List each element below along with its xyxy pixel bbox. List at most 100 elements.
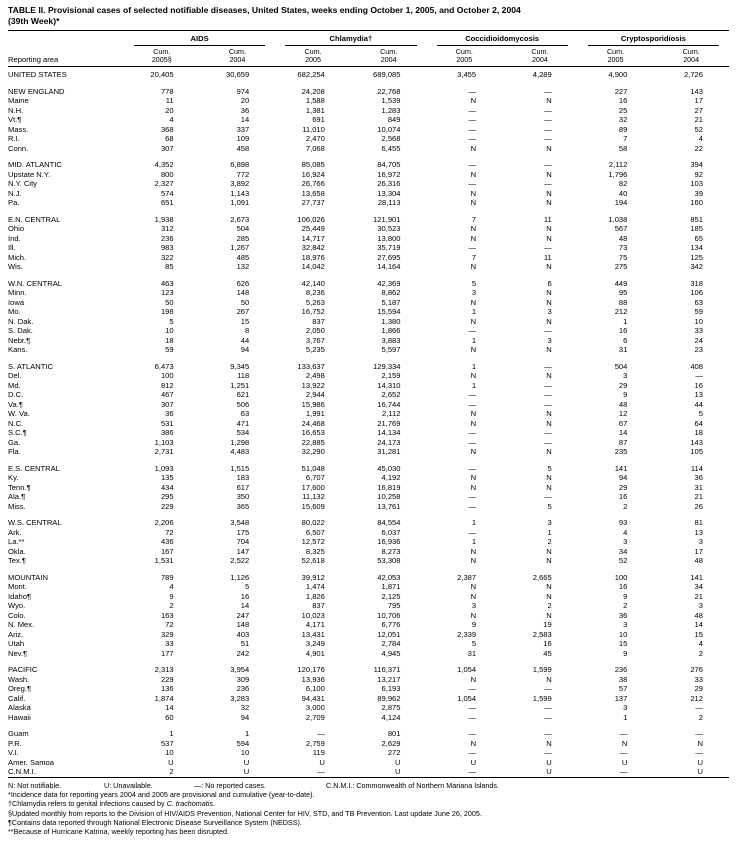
value-cell: — xyxy=(544,243,552,253)
value-cell: 1,038 xyxy=(608,214,628,224)
table-row-ariz: Ariz. 329 403 13,431 12,051 2,339 2,583 10 15 xyxy=(8,630,729,640)
value-cell: N xyxy=(546,143,552,153)
value-cell: 183 xyxy=(236,473,250,483)
value-cell: 26 xyxy=(694,501,703,511)
reporting-area-header: Reporting area xyxy=(8,30,124,68)
value-cell: 307 xyxy=(160,399,174,409)
value-cell: 2,583 xyxy=(532,629,552,639)
value-cell: 2,050 xyxy=(305,326,325,336)
value-cell: U xyxy=(621,757,628,767)
value-cell: 4,171 xyxy=(305,620,325,630)
value-cell: 5 xyxy=(169,316,174,326)
footnote: **Because of Hurricane Katrina, weekly r… xyxy=(8,826,229,836)
reporting-area-cell: C.N.M.I. xyxy=(8,767,36,777)
value-cell: 16,936 xyxy=(377,537,401,547)
value-cell: 16 xyxy=(618,582,628,592)
value-cell: 3 xyxy=(471,601,477,611)
value-cell: 534 xyxy=(236,428,250,438)
table-row-del: Del. 100 118 2,498 2,159 N N 3 — xyxy=(8,371,729,381)
value-cell: 851 xyxy=(690,214,703,224)
table-row-alaska: Alaska 14 32 3,000 2,875 — — 3 — xyxy=(8,703,729,713)
value-cell: 14,134 xyxy=(377,428,401,438)
reporting-area-cell: Mich. xyxy=(8,252,27,262)
value-cell: 12 xyxy=(618,409,628,419)
value-cell: 163 xyxy=(160,610,174,620)
spacer-cell xyxy=(8,566,729,573)
footnote-marker: ¶ xyxy=(8,817,12,827)
column-header-chlamydia-2005: Cum. 2005 xyxy=(275,45,351,68)
value-cell: 12,572 xyxy=(301,537,325,547)
value-cell: 342 xyxy=(690,262,703,272)
value-cell: N xyxy=(546,582,552,592)
value-cell: 1,871 xyxy=(381,582,401,592)
table-row-va: Va.¶ 307 506 15,986 16,744 — — 48 44 xyxy=(8,400,729,410)
value-cell: 24 xyxy=(694,335,703,345)
reporting-area-cell: W. Va. xyxy=(8,409,30,419)
value-cell: — xyxy=(544,712,552,722)
reporting-area-cell: D.C. xyxy=(8,390,24,400)
value-cell: N xyxy=(470,345,477,355)
value-cell: 6,100 xyxy=(305,684,325,694)
footnote-marker: ** xyxy=(8,826,14,836)
value-cell: 48 xyxy=(694,556,703,566)
value-cell: 8,862 xyxy=(381,288,401,298)
table-row-mont: Mont. 4 5 1,474 1,871 N N 16 34 xyxy=(8,582,729,592)
reporting-area-cell: V.I. xyxy=(8,748,19,758)
reporting-area-cell: N.J. xyxy=(8,188,22,198)
table-row-wyo: Wyo. 2 14 837 795 3 2 2 3 xyxy=(8,601,729,611)
value-cell: 1,938 xyxy=(154,214,174,224)
reporting-area-cell: S. ATLANTIC xyxy=(8,361,54,371)
table-body: UNITED STATES 20,405 30,659 682,254 689,085 3… xyxy=(8,67,729,778)
value-cell: 16 xyxy=(694,380,703,390)
table-row-oreg: Oreg.¶ 136 236 6,100 6,193 — — 57 29 xyxy=(8,684,729,694)
value-cell: 19 xyxy=(543,620,552,630)
table-row-wis: Wis. 85 132 14,042 14,164 N N 275 342 xyxy=(8,262,729,272)
value-cell: 2,629 xyxy=(381,738,401,748)
value-cell: 16,653 xyxy=(301,428,325,438)
value-cell: 72 xyxy=(165,527,174,537)
value-cell: 1,796 xyxy=(608,169,628,179)
value-cell: 13,658 xyxy=(301,188,325,198)
table-row-kans: Kans. 59 94 5,235 5,597 N N 31 23 xyxy=(8,345,729,355)
value-cell: 778 xyxy=(160,86,174,96)
footnote: §Updated monthly from reports to the Div… xyxy=(8,808,482,818)
value-cell: 94 xyxy=(240,345,250,355)
value-cell: 15,986 xyxy=(301,399,325,409)
value-cell: — xyxy=(544,748,552,758)
value-cell: N xyxy=(546,556,552,566)
value-cell: — xyxy=(468,492,477,502)
value-cell: 1 xyxy=(169,729,174,739)
value-cell: 94 xyxy=(618,473,628,483)
value-cell: — xyxy=(619,767,628,777)
value-cell: 275 xyxy=(614,262,628,272)
value-cell: 198 xyxy=(160,307,174,317)
value-cell: 4,945 xyxy=(381,648,401,658)
value-cell: 467 xyxy=(160,390,174,400)
reporting-area-cell: Colo. xyxy=(8,610,26,620)
value-cell: 1,054 xyxy=(457,693,477,703)
value-cell: 16 xyxy=(618,492,628,502)
value-cell: 15 xyxy=(618,639,628,649)
table-row-n-j: N.J. 574 1,143 13,658 13,304 N N 40 39 xyxy=(8,189,729,199)
value-cell: 20,405 xyxy=(150,70,174,80)
table-row-pa: Pa. 651 1,091 27,737 28,113 N N 194 160 xyxy=(8,198,729,208)
legend-row: N: Not notifiable. U: Unavailable. —: No r… xyxy=(8,781,729,790)
value-cell: N xyxy=(470,233,477,243)
value-cell: 20 xyxy=(165,105,174,115)
legend-item: U: Unavailable. xyxy=(104,780,153,790)
value-cell: 3,954 xyxy=(230,665,250,675)
table-row-la: La.** 436 704 12,572 16,936 1 2 3 3 xyxy=(8,537,729,547)
table-row-mountain: MOUNTAIN 789 1,126 39,912 42,053 2,387 2,665 10… xyxy=(8,573,729,583)
reporting-area-cell: Guam xyxy=(8,729,29,739)
value-cell: 6,037 xyxy=(381,527,401,537)
value-cell: 1,283 xyxy=(381,105,401,115)
value-cell: 14 xyxy=(694,620,703,630)
value-cell: 506 xyxy=(236,399,250,409)
column-group-label: Chlamydia† xyxy=(285,33,417,46)
value-cell: 3,548 xyxy=(230,518,250,528)
table-row-miss: Miss. 229 365 15,609 13,761 — 5 2 26 xyxy=(8,502,729,512)
value-cell: 30,523 xyxy=(377,224,401,234)
value-cell: 33 xyxy=(165,639,174,649)
value-cell: 617 xyxy=(236,482,250,492)
value-cell: 2,327 xyxy=(154,179,174,189)
